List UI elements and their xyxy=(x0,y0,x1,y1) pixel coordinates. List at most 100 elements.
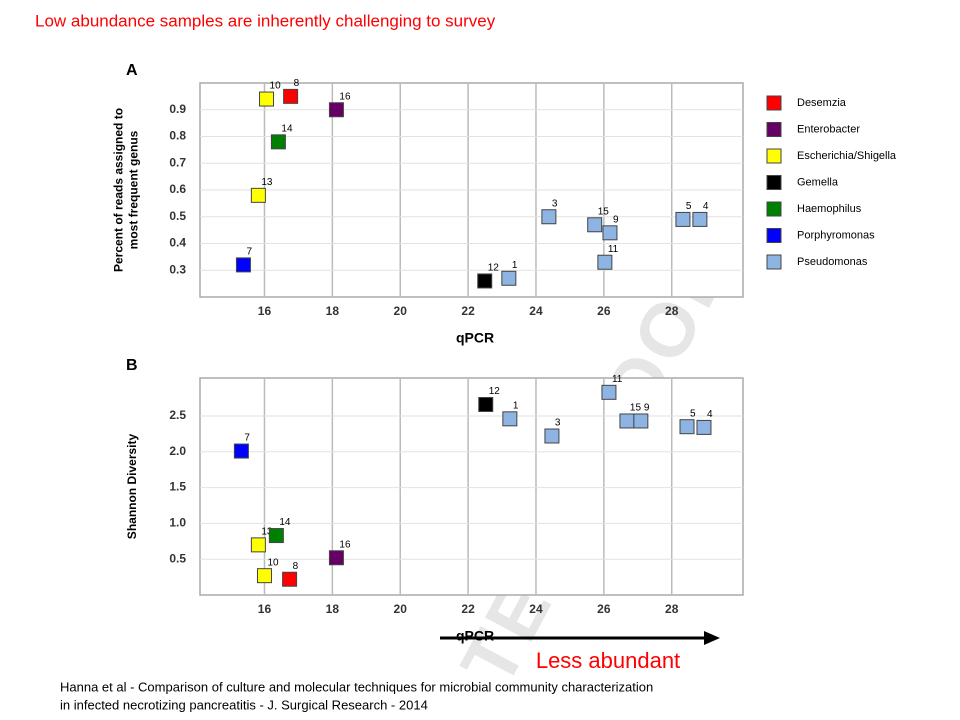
x-tick-label: 28 xyxy=(665,602,679,616)
x-axis-label: qPCR xyxy=(456,628,494,644)
arrow-head xyxy=(704,631,720,645)
x-tick-label: 26 xyxy=(597,602,611,616)
marker xyxy=(250,537,266,553)
marker xyxy=(250,187,266,203)
legend-swatch xyxy=(766,201,782,217)
marker xyxy=(696,419,712,435)
marker xyxy=(587,217,603,233)
slide-title: Low abundance samples are inherently cha… xyxy=(35,11,496,30)
marker xyxy=(541,209,557,225)
point-label: 1 xyxy=(512,260,518,271)
x-tick-label: 18 xyxy=(326,304,340,318)
y-tick-label: 0.5 xyxy=(169,209,186,223)
point-label: 13 xyxy=(261,177,273,188)
marker xyxy=(679,419,695,435)
legend-label: Porphyromonas xyxy=(797,229,875,241)
point-label: 5 xyxy=(686,201,692,212)
point-label: 4 xyxy=(703,201,709,212)
point-label: 14 xyxy=(281,123,293,134)
point-label: 14 xyxy=(279,517,291,528)
marker xyxy=(256,568,272,584)
y-axis-label: Shannon Diversity xyxy=(125,433,139,539)
x-tick-label: 20 xyxy=(394,602,408,616)
point-label: 9 xyxy=(644,403,650,414)
citation: Hanna et al - Comparison of culture and … xyxy=(60,679,653,694)
legend-swatch xyxy=(766,228,782,243)
point-label: 16 xyxy=(339,539,351,550)
x-tick-label: 16 xyxy=(258,602,272,616)
x-tick-label: 26 xyxy=(597,304,611,318)
point-label: 12 xyxy=(489,386,501,397)
panel-label: A xyxy=(126,62,138,79)
y-tick-label: 0.7 xyxy=(169,155,186,169)
point-label: 3 xyxy=(552,198,558,209)
point-label: 8 xyxy=(293,561,299,572)
marker xyxy=(478,396,494,412)
point-label: 4 xyxy=(707,409,713,420)
marker xyxy=(675,211,691,227)
marker xyxy=(328,550,344,566)
legend-label: Desemzia xyxy=(797,97,847,109)
point-label: 1 xyxy=(513,400,519,411)
point-label: 15 xyxy=(630,403,642,414)
marker xyxy=(633,413,649,429)
marker xyxy=(602,225,618,241)
marker xyxy=(259,91,275,107)
legend-swatch xyxy=(766,122,782,137)
legend-label: Enterobacter xyxy=(797,123,860,135)
point-label: 13 xyxy=(261,527,273,538)
y-axis-label: most frequent genus xyxy=(127,130,141,249)
marker xyxy=(233,443,249,459)
point-label: 10 xyxy=(267,557,279,568)
x-tick-label: 24 xyxy=(529,304,543,318)
x-tick-label: 16 xyxy=(258,304,272,318)
marker xyxy=(501,270,517,286)
y-tick-label: 0.4 xyxy=(169,236,186,250)
y-tick-label: 0.5 xyxy=(169,551,186,565)
marker xyxy=(502,411,518,427)
marker xyxy=(692,211,708,227)
plot-area xyxy=(199,377,744,596)
marker xyxy=(601,384,617,400)
y-tick-label: 2.0 xyxy=(169,444,186,458)
point-label: 3 xyxy=(555,418,561,429)
marker xyxy=(282,571,298,587)
point-label: 7 xyxy=(244,433,250,444)
point-label: 16 xyxy=(339,91,351,102)
marker xyxy=(619,413,635,429)
y-axis-label: Percent of reads assigned to xyxy=(112,108,126,272)
x-tick-label: 24 xyxy=(529,602,543,616)
citation: in infected necrotizing pancreatitis - J… xyxy=(60,697,428,712)
legend-swatch xyxy=(766,95,782,111)
marker xyxy=(235,257,251,273)
x-axis-label: qPCR xyxy=(456,330,494,346)
arrow-label: Less abundant xyxy=(536,648,680,673)
point-label: 7 xyxy=(246,247,252,258)
x-tick-label: 22 xyxy=(461,304,475,318)
point-label: 9 xyxy=(613,214,619,225)
legend-label: Escherichia/Shigella xyxy=(797,150,897,162)
x-tick-label: 28 xyxy=(665,304,679,318)
x-tick-label: 22 xyxy=(461,602,475,616)
point-label: 15 xyxy=(598,206,610,217)
y-tick-label: 0.8 xyxy=(169,129,186,143)
legend-label: Haemophilus xyxy=(797,203,862,215)
y-tick-label: 0.6 xyxy=(169,182,186,196)
point-label: 12 xyxy=(488,263,500,274)
y-tick-label: 2.5 xyxy=(169,408,186,422)
y-tick-label: 0.3 xyxy=(169,262,186,276)
y-tick-label: 0.9 xyxy=(169,102,186,116)
legend-swatch xyxy=(766,148,782,164)
legend-label: Pseudomonas xyxy=(797,256,868,268)
point-label: 5 xyxy=(690,408,696,419)
point-label: 8 xyxy=(294,78,300,89)
marker xyxy=(328,102,344,118)
marker xyxy=(597,254,613,270)
y-tick-label: 1.0 xyxy=(169,516,186,530)
panel-label: B xyxy=(126,357,138,374)
point-label: 10 xyxy=(270,81,282,92)
y-tick-label: 1.5 xyxy=(169,480,186,494)
x-tick-label: 20 xyxy=(394,304,408,318)
point-label: 11 xyxy=(608,244,619,255)
